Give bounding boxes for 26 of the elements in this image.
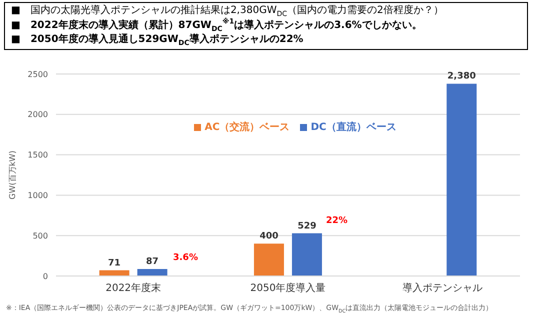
y-tick-label: 2000: [28, 110, 48, 120]
text: ■ 2050年度の導入見通し529GW$_{DC}$導入ポテンシャルの22%: [11, 33, 304, 48]
text: ■ 国内の太陽光導入ポテンシャルの推計結果は2,380GW$_{DC}$（国内の電力需要の2倍程度か？）: [11, 4, 444, 18]
x-tick-label: 2050年度導入量: [250, 282, 326, 294]
data-label: 400: [260, 232, 278, 242]
bar: [446, 84, 477, 276]
data-label: 2,380: [447, 72, 476, 82]
data-label: 71: [108, 258, 121, 268]
x-tick-label: 導入ポテンシャル: [402, 282, 483, 294]
annotation: 22%: [326, 216, 348, 226]
y-tick-label: 1000: [28, 191, 48, 200]
y-tick-label: 1500: [28, 150, 48, 160]
legend-label: AC（交流）ベース: [204, 122, 290, 133]
y-tick-label: 2500: [28, 70, 48, 79]
annotation: 3.6%: [173, 253, 198, 263]
data-label: 87: [146, 256, 159, 267]
legend-label: DC（直流）ベース: [310, 122, 396, 133]
y-axis-title: GW(百万kW): [8, 150, 17, 200]
text: ■ 2022年度末の導入実績（累計）87GW$_{DC}$$^{※1}$は導入ポテンシャルの3.6%でしかない。: [11, 17, 423, 33]
y-tick-label: 500: [32, 231, 48, 240]
y-tick-label: 0: [42, 272, 48, 281]
bar: [254, 244, 284, 276]
bar: [137, 268, 168, 276]
x-tick-label: 2022年度末: [106, 282, 162, 294]
data-label: 529: [298, 221, 316, 232]
bar: [292, 233, 322, 276]
